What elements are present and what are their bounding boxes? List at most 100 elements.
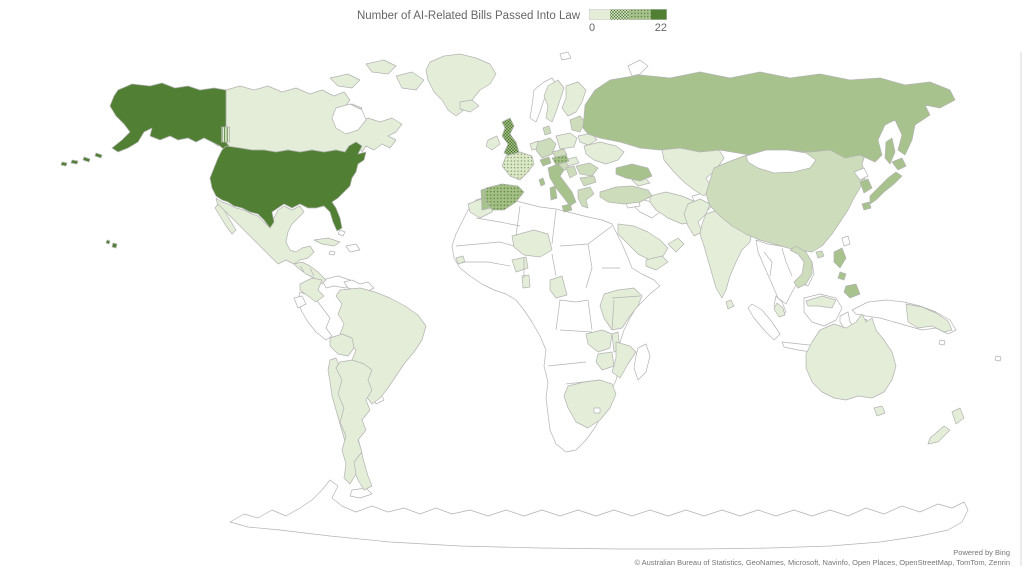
country-usa-alaska[interactable] (109, 82, 239, 161)
border-line (551, 253, 557, 277)
country-norway[interactable] (529, 77, 557, 123)
region-central-america[interactable] (293, 261, 327, 285)
white-overlays (328, 103, 869, 414)
country-colombia[interactable] (299, 277, 325, 303)
island-tasmania (873, 405, 886, 417)
islands-canadian-arctic (365, 59, 397, 75)
country-mongolia[interactable] (745, 149, 817, 174)
region-baltics[interactable] (569, 115, 586, 133)
country-finland[interactable] (561, 81, 587, 117)
country-venezuela[interactable] (321, 275, 351, 289)
island-sardinia (549, 185, 558, 201)
region-east-africa[interactable] (599, 287, 643, 331)
country-austria[interactable] (551, 154, 570, 166)
country-papua-new-guinea[interactable] (905, 303, 953, 333)
copyright-label: © Australian Bureau of Statistics, GeoNa… (634, 558, 1010, 567)
country-mozambique[interactable] (611, 341, 637, 379)
country-denmark[interactable] (542, 125, 552, 136)
island-hawaii-speck (105, 239, 111, 245)
country-japan-hokkaido[interactable] (891, 157, 907, 171)
country-bulgaria[interactable] (579, 175, 597, 187)
border-line (611, 299, 615, 331)
country-south-korea[interactable] (859, 178, 873, 194)
island-sicily (561, 203, 573, 213)
country-canada[interactable] (225, 85, 403, 153)
country-ukraine[interactable] (583, 141, 625, 165)
country-romania[interactable] (575, 162, 599, 177)
country-russia[interactable] (582, 71, 956, 163)
countries-dark (60, 82, 367, 249)
country-ireland[interactable] (485, 135, 501, 151)
border-line (299, 265, 305, 273)
country-mexico[interactable] (215, 197, 315, 265)
border-line (551, 209, 557, 245)
country-sweden[interactable] (543, 79, 565, 123)
country-cuba[interactable] (313, 237, 341, 247)
country-pakistan[interactable] (683, 198, 711, 237)
country-argentina[interactable] (335, 359, 373, 485)
country-serbia[interactable] (565, 165, 578, 179)
border-line (309, 267, 315, 277)
border-line (565, 379, 601, 385)
countries-medium (480, 71, 956, 299)
country-poland[interactable] (555, 132, 578, 150)
country-usa-hawaii[interactable] (111, 242, 118, 249)
country-japan-honshu[interactable] (869, 171, 903, 205)
region-british-columbia-hatch (221, 126, 230, 143)
country-north-korea[interactable] (853, 167, 869, 181)
country-taiwan[interactable] (841, 235, 851, 247)
country-uae-oman[interactable] (667, 237, 685, 253)
border-line (555, 299, 561, 331)
country-ghana[interactable] (521, 274, 531, 289)
country-new-zealand-north[interactable] (951, 407, 965, 425)
country-malaysia-peninsula[interactable] (773, 302, 786, 318)
border-line (611, 295, 641, 299)
country-iceland[interactable] (459, 99, 480, 113)
country-germany[interactable] (535, 137, 557, 159)
country-switzerland[interactable] (539, 156, 552, 167)
border-line (515, 205, 521, 237)
border-line (763, 251, 773, 277)
region-baja-california (214, 203, 237, 235)
island-tierra-del-fuego (349, 487, 373, 499)
country-greece[interactable] (577, 186, 595, 209)
border-line (547, 361, 587, 367)
country-united-kingdom[interactable] (501, 117, 520, 158)
country-cameroon[interactable] (549, 275, 568, 299)
country-bolivia[interactable] (329, 333, 355, 357)
country-australia[interactable] (805, 313, 897, 401)
border-line (781, 247, 793, 277)
country-ecuador[interactable] (293, 295, 307, 309)
border-line (587, 299, 593, 331)
country-turkey[interactable] (599, 185, 653, 205)
country-sri-lanka[interactable] (725, 299, 735, 310)
country-philippines-visayas[interactable] (837, 271, 847, 281)
border-line (585, 243, 593, 289)
country-vietnam[interactable] (789, 245, 813, 289)
border-line (559, 329, 593, 333)
country-new-zealand-south[interactable] (927, 425, 951, 445)
island-sumatra (747, 303, 781, 341)
country-yemen[interactable] (645, 255, 669, 271)
country-niger[interactable] (511, 229, 553, 258)
country-philippines-luzon[interactable] (833, 247, 847, 269)
country-zimbabwe[interactable] (595, 351, 615, 371)
country-japan-kyushu[interactable] (861, 201, 872, 211)
island-hispaniola (345, 243, 361, 253)
internal-borders (299, 205, 793, 385)
country-peru[interactable] (297, 291, 333, 341)
country-zambia[interactable] (585, 329, 613, 353)
islands-aleutian (82, 156, 91, 163)
islands-canadian-arctic (395, 71, 425, 91)
islands-aleutian (60, 161, 68, 167)
country-france[interactable] (501, 151, 535, 181)
country-madagascar[interactable] (633, 343, 651, 381)
country-philippines-mindanao[interactable] (843, 283, 861, 299)
country-antarctica[interactable] (229, 479, 969, 550)
island-hainan (815, 250, 825, 259)
country-malaysia-borneo[interactable] (805, 295, 837, 309)
country-usa-mainland[interactable] (209, 141, 367, 232)
country-spain[interactable] (483, 183, 525, 211)
